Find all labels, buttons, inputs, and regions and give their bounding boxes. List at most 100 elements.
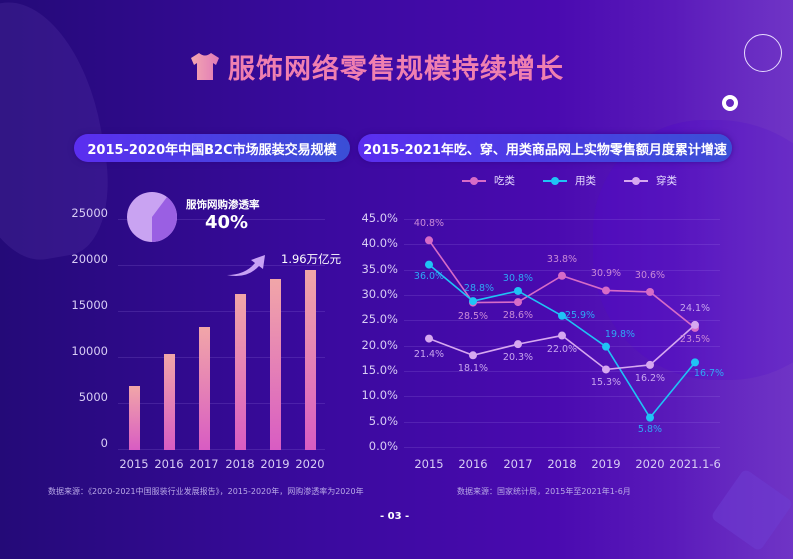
y-axis-tick: 35.0% — [361, 261, 398, 276]
data-point — [469, 351, 477, 360]
background-gradient — [673, 0, 793, 559]
data-label: 24.1% — [679, 302, 711, 314]
data-point — [425, 236, 433, 245]
data-point — [646, 287, 654, 296]
x-axis-tick: 2016 — [154, 457, 184, 471]
data-label: 30.6% — [634, 269, 666, 281]
data-label: 36.0% — [413, 270, 445, 282]
data-point — [514, 286, 522, 295]
data-label: 30.8% — [502, 272, 534, 284]
data-point — [425, 334, 433, 343]
legend-marker-icon — [624, 176, 648, 185]
data-label: 33.8% — [546, 253, 578, 265]
left-chart-header: 2015-2020年中国B2C市场服装交易规模 — [74, 134, 350, 162]
x-axis-tick: 2017 — [503, 457, 533, 471]
gridline — [404, 447, 720, 448]
gridline — [404, 269, 720, 271]
y-axis-tick: 5000 — [78, 390, 108, 404]
background-shape — [593, 120, 793, 380]
data-point — [602, 342, 610, 351]
data-point — [646, 413, 654, 422]
data-label: 28.6% — [502, 310, 534, 322]
y-axis-tick: 45.0% — [361, 211, 398, 225]
x-axis-tick: 2021.1-6 — [669, 457, 721, 471]
data-point — [691, 358, 699, 367]
gridline — [404, 421, 720, 423]
x-axis-tick: 2019 — [591, 457, 621, 471]
x-axis-tick: 2017 — [189, 457, 219, 471]
data-label: 16.2% — [634, 372, 666, 384]
data-point — [558, 271, 566, 280]
y-axis-tick: 0.0% — [368, 439, 398, 453]
page-title-group: 服饰网络零售规模持续增长 — [188, 48, 564, 85]
gridline — [404, 244, 720, 246]
y-axis-tick: 25.0% — [361, 312, 398, 327]
right-chart-header: 2015-2021年吃、穿、用类商品网上实物零售额月度累计增速 — [358, 134, 732, 162]
x-axis-tick: 2019 — [260, 457, 290, 471]
x-axis-tick: 2020 — [295, 457, 325, 471]
bar-2018 — [235, 293, 246, 450]
data-label: 28.8% — [463, 283, 495, 295]
gridline — [404, 371, 720, 372]
gridline — [404, 396, 720, 398]
data-point — [602, 286, 610, 295]
growth-arrow-icon — [227, 255, 265, 276]
x-axis-tick: 2015 — [119, 457, 149, 471]
y-axis-tick: 20.0% — [361, 337, 398, 352]
gridline — [118, 449, 325, 450]
y-axis-tick: 30.0% — [361, 287, 398, 301]
x-axis-tick: 2020 — [635, 457, 665, 471]
data-label: 40.8% — [413, 218, 445, 230]
data-point — [602, 365, 610, 374]
data-label: 20.3% — [502, 352, 534, 364]
y-axis-tick: 25000 — [71, 206, 108, 220]
gridline — [118, 219, 325, 220]
legend-label: 吃类 — [494, 175, 515, 187]
data-label: 18.1% — [457, 363, 489, 375]
y-axis-tick: 0 — [100, 436, 108, 450]
page-number: - 03 - — [380, 511, 410, 522]
y-axis-tick: 10.0% — [361, 388, 398, 403]
gridline — [404, 219, 720, 220]
y-axis-tick: 10000 — [71, 344, 108, 358]
y-axis-tick: 5.0% — [368, 413, 398, 428]
y-axis-tick: 40.0% — [361, 236, 398, 251]
page-title: 服饰网络零售规模持续增长 — [228, 53, 564, 85]
gridline — [118, 357, 325, 358]
bar-2019 — [270, 278, 281, 450]
right-source-note: 数据来源：国家统计局，2015年至2021年1-6月 — [457, 487, 631, 496]
gridline — [404, 320, 720, 322]
gridline — [404, 295, 720, 296]
data-label: 19.8% — [604, 328, 636, 340]
legend-label: 穿类 — [656, 175, 677, 187]
gridline — [404, 345, 720, 347]
data-point — [514, 340, 522, 349]
data-label: 15.3% — [590, 377, 622, 389]
data-point — [646, 360, 654, 369]
gridline — [118, 265, 325, 266]
legend-label: 用类 — [575, 175, 596, 187]
gridline — [118, 311, 325, 312]
data-point — [425, 260, 433, 269]
bar-2017 — [199, 326, 210, 450]
left-source-note: 数据来源：《2020-2021中国服装行业发展报告》，2015-2020年，网购… — [48, 487, 364, 496]
x-axis-tick: 2018 — [225, 457, 255, 471]
bar-2016 — [164, 354, 175, 450]
y-axis-tick: 20000 — [71, 252, 108, 266]
data-point — [691, 320, 699, 329]
data-label: 23.5% — [679, 333, 711, 345]
legend-marker-icon — [462, 176, 486, 185]
pie-label: 服饰网购渗透率 — [186, 199, 260, 211]
legend-item-use: 用类 — [543, 173, 596, 188]
bar-2015 — [129, 385, 140, 450]
legend-item-wear: 穿类 — [624, 173, 677, 188]
data-point — [514, 298, 522, 307]
data-label: 5.8% — [637, 423, 663, 435]
data-label: 28.5% — [457, 310, 489, 322]
data-label: 21.4% — [413, 348, 445, 360]
data-label: 25.9% — [564, 309, 596, 321]
bar-2020 — [305, 269, 316, 450]
y-axis-tick: 15.0% — [361, 363, 398, 377]
data-label: 22.0% — [546, 343, 578, 355]
